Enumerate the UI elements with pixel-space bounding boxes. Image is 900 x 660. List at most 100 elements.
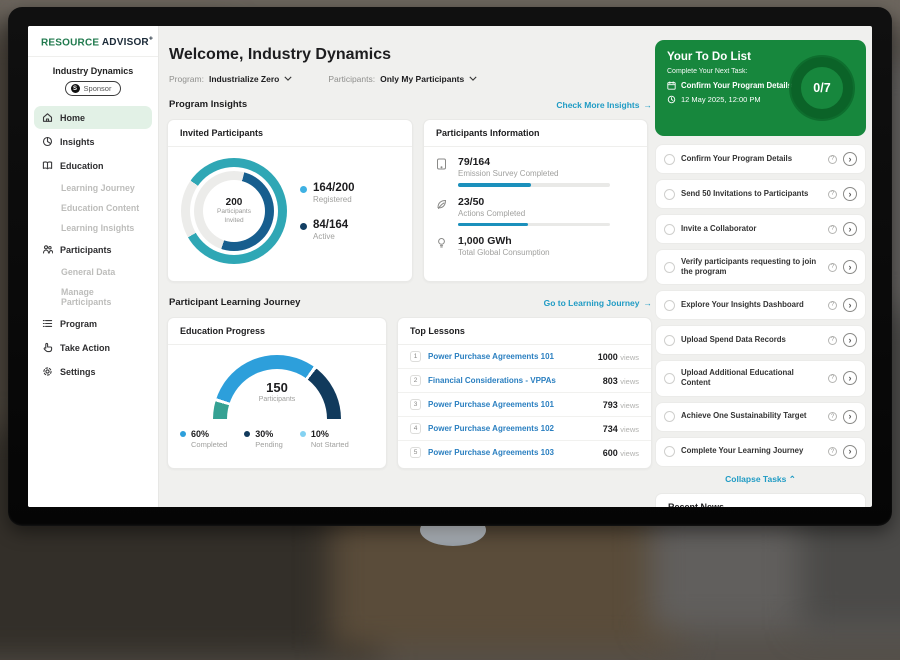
task-checkbox[interactable] — [664, 223, 675, 235]
legend-value: 84/164 — [313, 218, 349, 231]
sidebar-menu: Home Insights Education Learning Journey… — [28, 106, 158, 383]
task-checkbox[interactable] — [664, 411, 675, 422]
next-task-label: Confirm Your Program Details — [681, 81, 793, 90]
legend-pct: 60% — [191, 429, 210, 439]
chevron-right-icon[interactable]: › — [843, 222, 857, 236]
help-icon[interactable]: ? — [828, 300, 837, 310]
sidebar-item-settings[interactable]: Settings — [34, 360, 152, 383]
legend-pct: 10% — [310, 429, 329, 439]
lesson-row[interactable]: 2 Financial Considerations - VPPAs 803 v… — [398, 369, 651, 393]
todo-title: Your To Do List — [667, 51, 751, 63]
sidebar-item-take-action[interactable]: Take Action — [34, 336, 152, 359]
task-label: Upload Spend Data Records — [681, 335, 786, 345]
task-row-send-invitations[interactable]: Send 50 Invitations to Participants ? › — [655, 179, 866, 209]
stat-label: Actions Completed — [458, 208, 526, 218]
check-more-insights-link[interactable]: Check More Insights → — [556, 100, 652, 110]
lesson-row[interactable]: 5 Power Purchase Agreements 103 600 view… — [398, 441, 651, 464]
recent-news-title: Recent News — [656, 494, 865, 508]
sidebar-item-education[interactable]: Education — [34, 154, 152, 177]
task-checkbox[interactable] — [664, 334, 675, 346]
task-row-upload-educational-content[interactable]: Upload Additional Educational Content ? … — [655, 360, 866, 397]
task-checkbox[interactable] — [664, 372, 675, 384]
chevron-right-icon[interactable]: › — [843, 298, 857, 313]
legend-item: 60% Completed — [180, 429, 227, 449]
chevron-right-icon[interactable]: › — [843, 409, 857, 424]
chevron-right-icon[interactable]: › — [843, 152, 857, 166]
lesson-row[interactable]: 1 Power Purchase Agreements 101 1000 vie… — [398, 345, 651, 369]
sidebar-item-label: Home — [60, 112, 86, 123]
task-row-complete-learning-journey[interactable]: Complete Your Learning Journey ? › — [655, 436, 866, 467]
participants-dropdown[interactable]: Participants: Only My Participants — [328, 74, 477, 84]
card-title: Education Progress — [168, 318, 386, 345]
education-progress-gauge-chart — [213, 355, 341, 419]
chevron-down-icon — [284, 74, 292, 84]
help-icon[interactable]: ? — [828, 262, 837, 272]
sidebar-item-education-content[interactable]: Education Content — [61, 203, 140, 214]
help-icon[interactable]: ? — [828, 412, 837, 421]
todo-subtitle: Complete Your Next Task: — [667, 68, 748, 75]
card-title: Top Lessons — [398, 318, 651, 345]
lesson-views: 803 views — [602, 375, 639, 386]
task-checkbox[interactable] — [664, 299, 675, 311]
gauge-legend: 60% Completed 30% Pending 10% Not Started — [168, 419, 386, 449]
sidebar-item-manage-participants[interactable]: Manage Participants — [61, 287, 112, 308]
program-dropdown[interactable]: Program: Industrialize Zero — [169, 74, 292, 84]
task-checkbox[interactable] — [664, 446, 675, 457]
lesson-views: 793 views — [602, 399, 639, 410]
task-label: Send 50 Invitations to Participants — [681, 188, 809, 198]
chevron-right-icon[interactable]: › — [843, 371, 857, 386]
task-row-verify-participants[interactable]: Verify participants requesting to join t… — [655, 249, 866, 286]
task-checkbox[interactable] — [664, 153, 675, 165]
sidebar-item-program[interactable]: Program — [34, 312, 152, 335]
lesson-link[interactable]: Power Purchase Agreements 101 — [428, 400, 554, 409]
sidebar-item-learning-insights[interactable]: Learning Insights — [61, 223, 135, 234]
help-icon[interactable]: ? — [828, 224, 837, 234]
lesson-link[interactable]: Financial Considerations - VPPAs — [428, 376, 556, 385]
legend-dot-completed — [180, 431, 186, 437]
lesson-row[interactable]: 4 Power Purchase Agreements 102 734 view… — [398, 417, 651, 441]
go-to-learning-journey-link[interactable]: Go to Learning Journey → — [544, 298, 652, 308]
sidebar-item-home[interactable]: Home — [34, 106, 152, 130]
program-label: Program: — [169, 74, 204, 84]
arrow-right-icon: → — [643, 297, 653, 308]
chevron-right-icon[interactable]: › — [843, 333, 857, 348]
sidebar-item-learning-journey[interactable]: Learning Journey — [61, 183, 135, 194]
task-row-achieve-target[interactable]: Achieve One Sustainability Target ? › — [655, 401, 866, 432]
help-icon[interactable]: ? — [828, 189, 837, 199]
program-insights-header: Program Insights Check More Insights → — [169, 99, 652, 110]
clock-icon — [667, 95, 676, 104]
sponsor-label: Sponsor — [83, 84, 112, 94]
task-checkbox[interactable] — [664, 188, 675, 200]
recent-news-card: Recent News — [655, 492, 866, 508]
sidebar-item-label: Settings — [60, 366, 96, 377]
invited-participants-donut-chart: 200 Participants Invited — [181, 158, 287, 264]
sidebar-item-label: Education — [60, 160, 104, 171]
task-row-invite-collaborator[interactable]: Invite a Collaborator ? › — [655, 214, 866, 244]
task-label: Confirm Your Program Details — [681, 153, 793, 163]
help-icon[interactable]: ? — [828, 373, 837, 383]
collapse-tasks-link[interactable]: Collapse Tasks ⌃ — [725, 473, 796, 484]
lesson-rank: 3 — [410, 399, 421, 410]
chevron-right-icon[interactable]: › — [843, 444, 857, 459]
sidebar-item-general-data[interactable]: General Data — [61, 267, 116, 278]
lesson-link[interactable]: Power Purchase Agreements 102 — [428, 424, 554, 433]
task-checkbox[interactable] — [664, 261, 675, 273]
sidebar-item-participants[interactable]: Participants — [34, 238, 152, 261]
chevron-right-icon[interactable]: › — [843, 187, 857, 201]
help-icon[interactable]: ? — [828, 335, 837, 345]
task-row-upload-spend-data[interactable]: Upload Spend Data Records ? › — [655, 325, 866, 356]
invited-participants-card: Invited Participants 200 Participants In… — [167, 119, 413, 282]
chevron-right-icon[interactable]: › — [843, 260, 857, 275]
task-row-confirm-program[interactable]: Confirm Your Program Details ? › — [655, 144, 866, 174]
lesson-link[interactable]: Power Purchase Agreements 101 — [428, 352, 554, 361]
help-icon[interactable]: ? — [828, 447, 837, 456]
insights-icon — [42, 137, 53, 147]
help-icon[interactable]: ? — [828, 154, 837, 164]
task-row-explore-insights[interactable]: Explore Your Insights Dashboard ? › — [655, 290, 866, 321]
todo-header-card: Your To Do List Complete Your Next Task:… — [655, 40, 866, 136]
lesson-link[interactable]: Power Purchase Agreements 103 — [428, 448, 554, 457]
sidebar-item-insights[interactable]: Insights — [34, 130, 152, 153]
lesson-row[interactable]: 3 Power Purchase Agreements 101 793 view… — [398, 393, 651, 417]
link-label: Check More Insights — [556, 99, 640, 110]
org-name: Industry Dynamics — [52, 66, 134, 77]
